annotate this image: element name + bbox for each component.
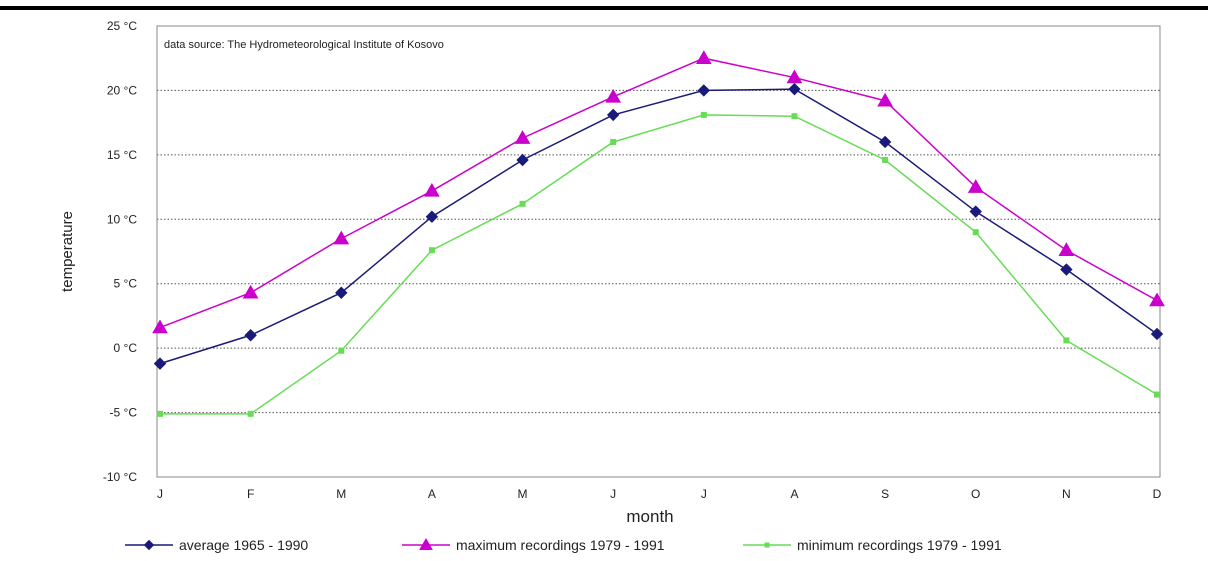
- series-line: [159, 57, 1158, 329]
- legend-label: minimum recordings 1979 - 1991: [797, 537, 1002, 553]
- x-tick-label: M: [336, 487, 346, 501]
- x-tick-label: A: [790, 487, 798, 501]
- series-point: [788, 82, 801, 96]
- series-point: [786, 69, 803, 84]
- y-tick-label: 5 °C: [114, 277, 138, 291]
- y-tick-label: -5 °C: [110, 406, 138, 420]
- x-tick-label: J: [701, 487, 707, 501]
- series-point: [153, 357, 167, 370]
- series-point: [877, 92, 893, 107]
- series-point: [791, 113, 798, 120]
- series-point: [333, 230, 350, 245]
- legend-marker: [764, 542, 770, 548]
- y-tick-label: 10 °C: [107, 212, 137, 226]
- y-tick-label: 25 °C: [107, 19, 137, 33]
- series-point: [969, 205, 982, 218]
- legend-label: maximum recordings 1979 - 1991: [456, 537, 665, 553]
- series-point: [972, 229, 979, 236]
- series-point: [700, 111, 707, 118]
- series-point: [878, 135, 892, 149]
- x-tick-label: M: [518, 487, 528, 501]
- series-point: [514, 130, 531, 144]
- y-axis-label: temperature: [59, 211, 76, 292]
- x-tick-label: O: [971, 487, 980, 501]
- series-point: [695, 50, 712, 64]
- series-point: [338, 347, 345, 354]
- x-tick-label: N: [1062, 487, 1071, 501]
- series-point: [1149, 292, 1165, 307]
- x-tick-label: A: [428, 487, 436, 501]
- legend-marker: [143, 539, 155, 551]
- series-group: [152, 50, 1165, 417]
- x-tick-label: J: [610, 487, 616, 501]
- series-point: [424, 182, 440, 197]
- series-point: [247, 410, 254, 417]
- series-line: [159, 88, 1158, 365]
- x-tick-label: F: [247, 487, 254, 501]
- series-point: [1154, 391, 1160, 398]
- series-point: [606, 108, 620, 122]
- x-tick-label: J: [157, 487, 163, 501]
- series-point: [605, 88, 622, 103]
- series-point: [1150, 327, 1164, 341]
- source-note: data source: The Hydrometeorological Ins…: [164, 39, 444, 51]
- series-point: [335, 286, 348, 299]
- series-point: [428, 247, 435, 254]
- series-point: [967, 179, 984, 193]
- x-tick-label: D: [1153, 487, 1162, 501]
- y-tick-label: 0 °C: [114, 341, 138, 355]
- series-point: [519, 200, 526, 207]
- series-point: [425, 210, 439, 223]
- x-axis-label: month: [626, 507, 673, 526]
- series-point: [152, 319, 168, 334]
- x-tick-label: S: [881, 487, 889, 501]
- legend-label: average 1965 - 1990: [179, 537, 308, 553]
- series-point: [1060, 263, 1073, 276]
- y-axis-ticks: -10 °C -5 °C 0 °C 5 °C 10 °C 15 °C 20 °C 25 °C: [103, 19, 137, 484]
- legend: average 1965 - 1990 maximum recordings 19…: [125, 537, 1002, 553]
- y-tick-label: -10 °C: [103, 470, 137, 484]
- series-point: [1063, 337, 1070, 344]
- grid: [157, 89, 1160, 414]
- series-point: [1058, 242, 1075, 256]
- plot-area: [156, 25, 1161, 478]
- series-point: [516, 153, 529, 167]
- y-tick-label: 15 °C: [107, 148, 137, 162]
- legend-marker: [419, 537, 433, 550]
- series-point: [610, 138, 617, 145]
- series-point: [882, 157, 889, 164]
- series-point: [242, 284, 259, 299]
- series-point: [157, 410, 163, 417]
- series-point: [697, 84, 711, 97]
- series-line: [160, 114, 1158, 415]
- series-point: [244, 329, 257, 342]
- y-tick-label: 20 °C: [107, 83, 137, 97]
